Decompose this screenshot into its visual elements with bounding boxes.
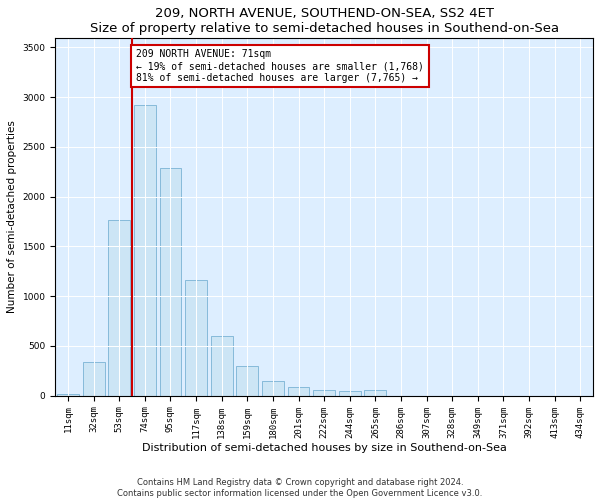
Bar — [83, 362, 104, 396]
Text: 209 NORTH AVENUE: 71sqm
← 19% of semi-detached houses are smaller (1,768)
81% of: 209 NORTH AVENUE: 71sqm ← 19% of semi-de… — [136, 50, 424, 82]
Bar — [262, 380, 284, 396]
Bar — [211, 336, 233, 396]
Bar — [236, 366, 258, 396]
Title: 209, NORTH AVENUE, SOUTHEND-ON-SEA, SS2 4ET
Size of property relative to semi-de: 209, NORTH AVENUE, SOUTHEND-ON-SEA, SS2 … — [89, 7, 559, 35]
Bar — [109, 220, 130, 396]
Bar — [313, 390, 335, 396]
Bar — [364, 390, 386, 396]
Bar — [185, 280, 207, 396]
Bar — [57, 394, 79, 396]
Bar — [134, 105, 156, 396]
X-axis label: Distribution of semi-detached houses by size in Southend-on-Sea: Distribution of semi-detached houses by … — [142, 443, 506, 453]
Bar — [339, 390, 361, 396]
Y-axis label: Number of semi-detached properties: Number of semi-detached properties — [7, 120, 17, 313]
Bar — [287, 386, 310, 396]
Bar — [160, 168, 181, 396]
Text: Contains HM Land Registry data © Crown copyright and database right 2024.
Contai: Contains HM Land Registry data © Crown c… — [118, 478, 482, 498]
